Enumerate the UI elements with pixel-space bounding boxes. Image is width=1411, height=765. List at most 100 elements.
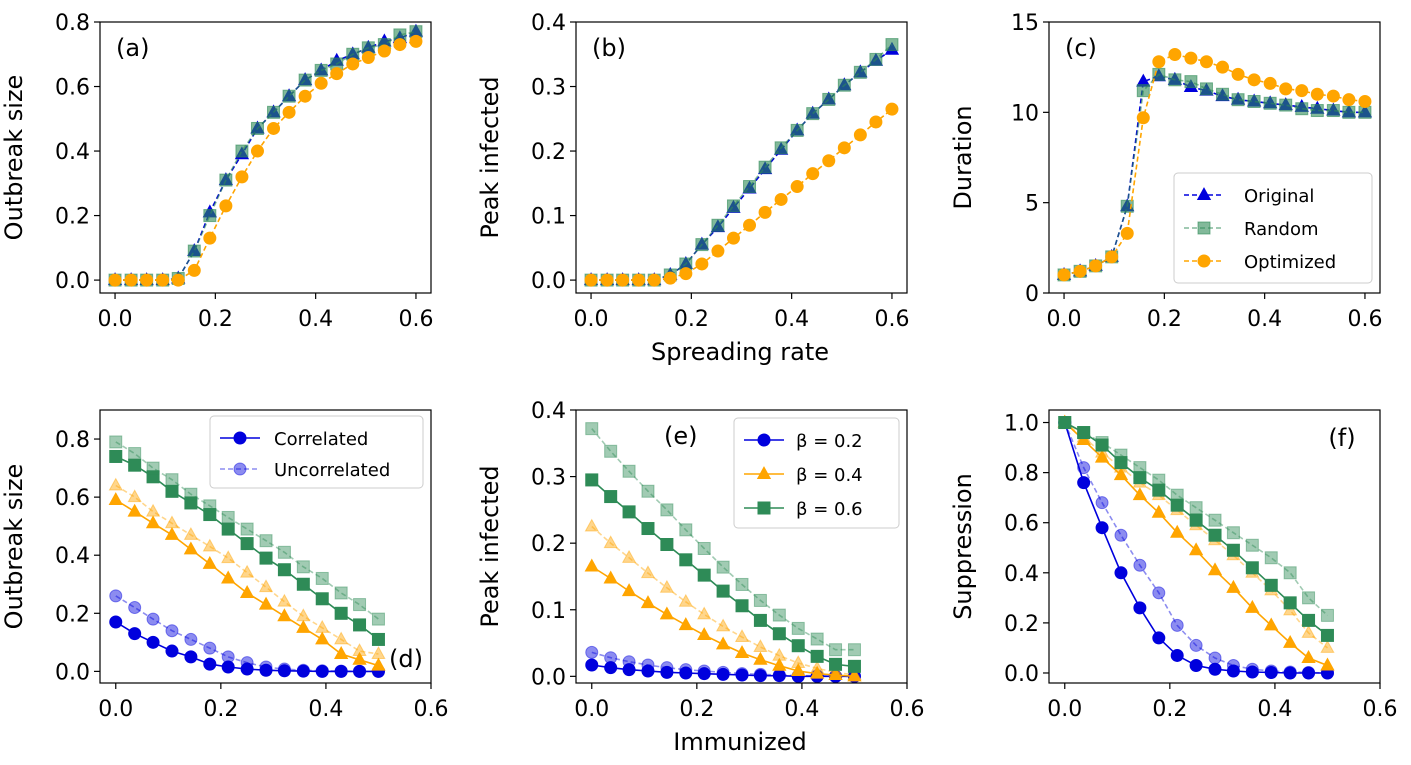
panel-c-point bbox=[1120, 199, 1134, 213]
panel-e-point bbox=[604, 661, 618, 675]
panel-b-point bbox=[711, 218, 725, 232]
panel-e-point bbox=[585, 658, 599, 672]
panel-c-point bbox=[1089, 259, 1103, 273]
panel-f-point bbox=[1114, 566, 1128, 580]
panel-b-panel-label: (b) bbox=[592, 34, 626, 62]
panel-a-point bbox=[267, 105, 281, 119]
panel-e-point bbox=[716, 667, 730, 681]
panel-c-legend-marker bbox=[1197, 254, 1211, 268]
panel-c-point bbox=[1216, 87, 1230, 101]
panel-e-xtick-label: 0.2 bbox=[679, 697, 714, 722]
panel-e-point bbox=[641, 658, 655, 672]
panel-a-frame bbox=[99, 21, 432, 294]
panel-c-point bbox=[1136, 111, 1150, 125]
panel-d-point bbox=[221, 570, 236, 584]
panel-b-point bbox=[790, 123, 804, 137]
panel-f-ytick-label: 0.4 bbox=[1004, 562, 1039, 587]
panel-b-point bbox=[647, 273, 661, 287]
panel-b-point bbox=[695, 238, 709, 252]
panel-d-point bbox=[165, 644, 179, 658]
panel-d-point bbox=[202, 555, 217, 569]
panel-d-point bbox=[277, 662, 291, 676]
panel-d-point bbox=[146, 635, 160, 649]
panel-d-point bbox=[109, 449, 123, 463]
panel-f-point bbox=[1114, 448, 1128, 462]
panel-f-xtick-label: 0.4 bbox=[1257, 697, 1292, 722]
panel-f-point bbox=[1170, 648, 1184, 662]
panel-d-ytick-label: 0.2 bbox=[55, 602, 90, 627]
panel-e-point bbox=[640, 565, 656, 579]
panel-f: 0.0 0.2 0.4 0.6 0.0 0.2 0.4 0.6 0.8 1.0 Suppressio… bbox=[949, 409, 1398, 722]
panel-d-ytick-label: 0.6 bbox=[55, 486, 90, 511]
panel-c-ytick-label: 10 bbox=[1011, 101, 1039, 126]
panel-f-point bbox=[1077, 476, 1091, 490]
panel-b-point bbox=[774, 192, 788, 206]
panel-d-panel-label: (d) bbox=[389, 645, 423, 673]
panel-f-point bbox=[1264, 617, 1279, 631]
panel-f-point bbox=[1151, 504, 1166, 518]
panel-c: 0.0 0.2 0.4 0.6 0 5 10 15 Duration (c) Original Ran… bbox=[949, 11, 1382, 332]
panel-e-series-line-5 bbox=[591, 428, 855, 651]
panel-c-point bbox=[1358, 94, 1372, 108]
panel-f-point bbox=[1133, 601, 1147, 615]
panel-d-point bbox=[183, 541, 199, 555]
panel-f-point bbox=[1095, 521, 1109, 535]
panel-e-point bbox=[716, 584, 730, 598]
panel-d-point bbox=[277, 593, 292, 607]
panel-c-point bbox=[1216, 60, 1230, 74]
panel-d-point bbox=[183, 526, 199, 540]
panel-e-point bbox=[604, 444, 618, 458]
panel-f-ytick-label: 0.8 bbox=[1004, 462, 1039, 487]
panel-c-legend-box bbox=[1173, 172, 1373, 284]
panel-e-point bbox=[697, 541, 711, 555]
panel-d-point bbox=[239, 585, 255, 598]
panel-f-point bbox=[1245, 662, 1259, 676]
panel-a-ytick-label: 0.6 bbox=[55, 76, 90, 101]
panel-d-legend-marker bbox=[233, 431, 247, 445]
panel-c-xtick-label: 0.0 bbox=[1047, 307, 1082, 332]
panel-e-point bbox=[847, 667, 862, 681]
panel-b-point bbox=[743, 180, 757, 194]
panel-e-point bbox=[659, 579, 675, 593]
panel-b: 0.0 0.2 0.4 0.6 0.0 0.1 0.2 0.3 0.4 Peak infected… bbox=[476, 11, 909, 332]
panel-d-point bbox=[315, 619, 330, 633]
panel-e-point bbox=[735, 599, 749, 613]
panel-d-point bbox=[165, 624, 179, 638]
panel-e-point bbox=[678, 617, 693, 631]
panel-d-point bbox=[165, 473, 179, 487]
panel-c-xtick-label: 0.6 bbox=[1347, 307, 1382, 332]
panel-b-point bbox=[806, 167, 820, 181]
panel-d-ytick-label: 0.4 bbox=[55, 544, 90, 569]
panel-e-point bbox=[791, 655, 806, 669]
panel-d-point bbox=[221, 550, 236, 564]
panel-a-point bbox=[108, 273, 122, 287]
panel-f-point bbox=[1302, 591, 1316, 605]
panel-c-point bbox=[1279, 98, 1293, 112]
panel-e-point bbox=[828, 667, 843, 681]
panel-d-point bbox=[315, 571, 329, 585]
panel-f-point bbox=[1264, 551, 1278, 565]
panel-a-point bbox=[219, 199, 233, 213]
panel-d-point bbox=[164, 515, 180, 529]
panel-e-point bbox=[810, 660, 825, 674]
panel-e-point bbox=[847, 643, 861, 657]
panel-e-ytick-label: 0.1 bbox=[531, 599, 566, 624]
panel-a-point bbox=[187, 244, 201, 258]
panel-d-point bbox=[277, 563, 291, 577]
panel-e-point bbox=[621, 549, 637, 563]
panel-d-xtick-label: 0.0 bbox=[98, 697, 133, 722]
panel-e-point bbox=[753, 667, 767, 681]
panel-f-point bbox=[1077, 426, 1091, 440]
panel-f-point bbox=[1320, 640, 1335, 653]
panel-f-ytick-label: 0.2 bbox=[1004, 612, 1039, 637]
panel-d-point bbox=[258, 579, 274, 593]
panel-e-point bbox=[716, 560, 730, 574]
panel-a-point bbox=[314, 76, 328, 90]
panel-e-point bbox=[753, 613, 767, 627]
panel-b-point bbox=[600, 273, 614, 287]
panel-b-point bbox=[853, 128, 867, 142]
panel-a-point bbox=[409, 34, 423, 48]
panel-e-legend-label: β = 0.2 bbox=[796, 431, 863, 452]
panel-d-frame bbox=[99, 409, 432, 684]
panel-e-ytick-label: 0.0 bbox=[531, 665, 566, 690]
